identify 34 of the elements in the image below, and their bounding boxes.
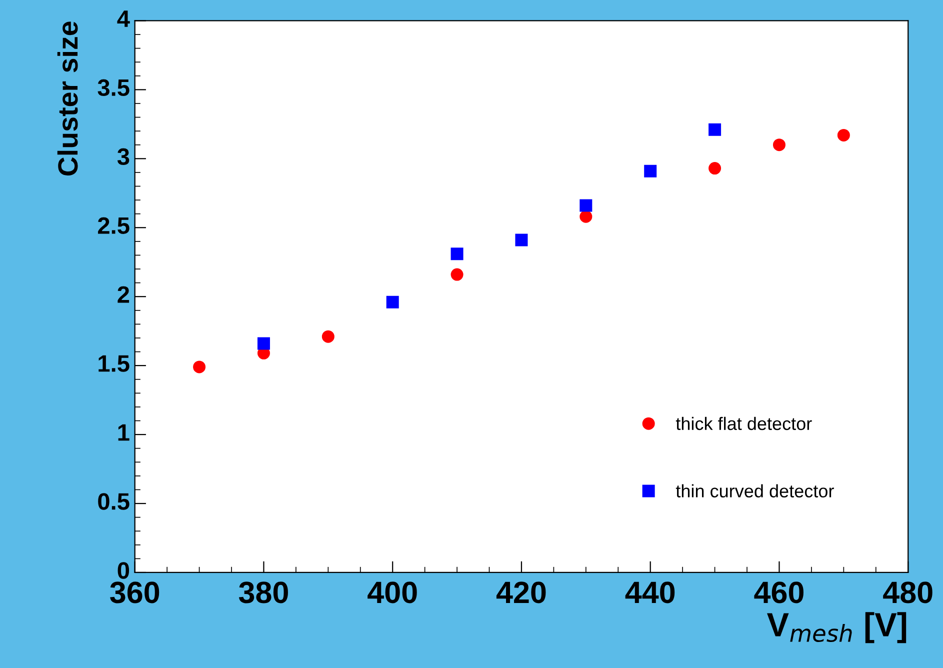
y-tick-label: 3.5	[98, 79, 130, 96]
x-tick-label: 360	[110, 582, 160, 604]
x-tick-label: 400	[368, 582, 417, 604]
y-tick-label: 2	[118, 286, 130, 303]
point	[644, 164, 657, 178]
point	[580, 199, 592, 212]
point	[193, 360, 206, 374]
point	[708, 162, 722, 175]
point	[580, 210, 592, 223]
x-tick-label: 460	[754, 582, 804, 604]
x-tick-label: 420	[496, 582, 546, 604]
y-tick-label: 2.5	[98, 217, 130, 234]
y-tick-label: 3	[117, 148, 130, 166]
point	[515, 234, 528, 246]
x-tick-label: 440	[625, 582, 675, 604]
y-tick-label: 1.5	[98, 355, 130, 372]
y-tick-label: 1	[118, 424, 130, 441]
point	[450, 248, 464, 260]
point	[708, 123, 722, 136]
x-tick-label: 380	[238, 582, 288, 604]
point	[837, 128, 850, 142]
point	[450, 268, 464, 281]
legend-label: thick flat detector	[676, 416, 812, 430]
x-axis-title: V$_{mesh}$ [V]	[767, 612, 906, 644]
point	[257, 337, 270, 350]
point	[322, 330, 334, 343]
y-axis-title: Cluster size	[57, 22, 78, 176]
point	[386, 296, 399, 308]
point	[772, 138, 786, 152]
y-tick-label: 0	[118, 562, 130, 579]
y-tick-label: 0.5	[98, 493, 130, 510]
x-tick-label: 480	[883, 582, 932, 604]
y-tick-label: 4	[117, 10, 130, 27]
legend-label: thin curved detector	[676, 484, 834, 498]
